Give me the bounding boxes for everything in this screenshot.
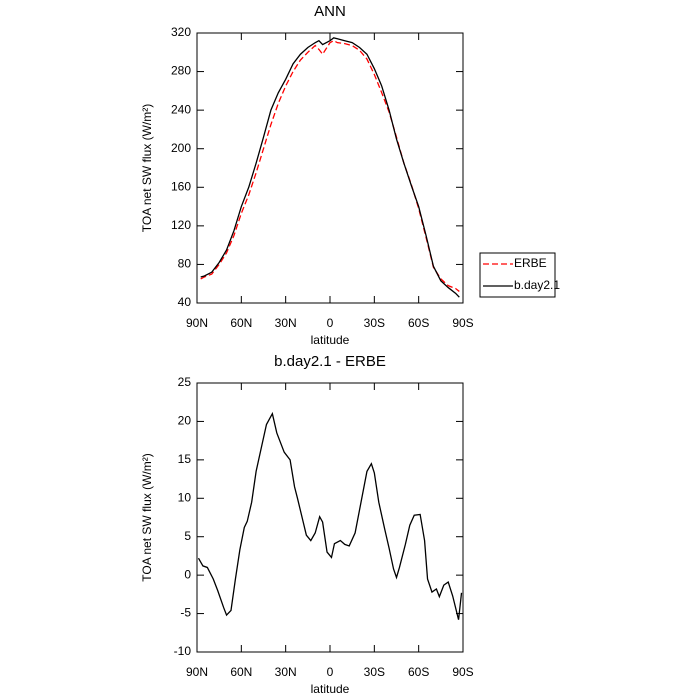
legend-label: ERBE bbox=[514, 256, 547, 270]
chart-title: ANN bbox=[314, 3, 346, 20]
x-tick-label: 60N bbox=[230, 665, 252, 679]
legend-box bbox=[479, 252, 556, 298]
x-tick-label: 30S bbox=[364, 665, 385, 679]
x-tick-label: 60S bbox=[408, 665, 429, 679]
y-tick-label: 280 bbox=[171, 64, 191, 78]
data-line bbox=[200, 37, 460, 298]
data-line bbox=[197, 411, 463, 620]
x-tick-label: 60N bbox=[230, 316, 252, 330]
y-tick-label: 5 bbox=[184, 529, 191, 543]
y-tick-label: -10 bbox=[174, 644, 192, 658]
legend-label: b.day2.1 bbox=[514, 278, 560, 292]
y-tick-label: 320 bbox=[171, 25, 191, 39]
x-tick-label: 0 bbox=[327, 665, 334, 679]
x-tick-label: 30N bbox=[275, 316, 297, 330]
y-axis-label: TOA net SW flux (W/m²) bbox=[140, 453, 154, 581]
y-tick-label: 15 bbox=[178, 452, 192, 466]
y-tick-label: 40 bbox=[178, 295, 192, 309]
x-axis-label: latitude bbox=[311, 682, 350, 696]
x-tick-label: 90S bbox=[452, 316, 473, 330]
x-tick-label: 30N bbox=[275, 665, 297, 679]
y-tick-label: 160 bbox=[171, 179, 191, 193]
y-tick-label: 25 bbox=[178, 375, 192, 389]
x-tick-label: 60S bbox=[408, 316, 429, 330]
y-tick-label: 80 bbox=[178, 257, 192, 271]
y-tick-label: 200 bbox=[171, 141, 191, 155]
x-tick-label: 30S bbox=[364, 316, 385, 330]
y-tick-label: -5 bbox=[180, 606, 191, 620]
plot-frame bbox=[196, 32, 464, 304]
y-tick-label: 0 bbox=[184, 567, 191, 581]
y-tick-label: 120 bbox=[171, 218, 191, 232]
chart-title: b.day2.1 - ERBE bbox=[274, 353, 386, 370]
x-tick-label: 90N bbox=[186, 665, 208, 679]
x-tick-label: 90S bbox=[452, 665, 473, 679]
y-tick-label: 20 bbox=[178, 414, 192, 428]
y-tick-label: 10 bbox=[178, 490, 192, 504]
x-tick-label: 90N bbox=[186, 316, 208, 330]
x-tick-label: 0 bbox=[327, 316, 334, 330]
plot-frame bbox=[196, 382, 464, 653]
y-tick-label: 240 bbox=[171, 102, 191, 116]
data-line bbox=[200, 39, 460, 292]
x-axis-label: latitude bbox=[311, 333, 350, 347]
y-axis-label: TOA net SW flux (W/m²) bbox=[140, 104, 154, 232]
